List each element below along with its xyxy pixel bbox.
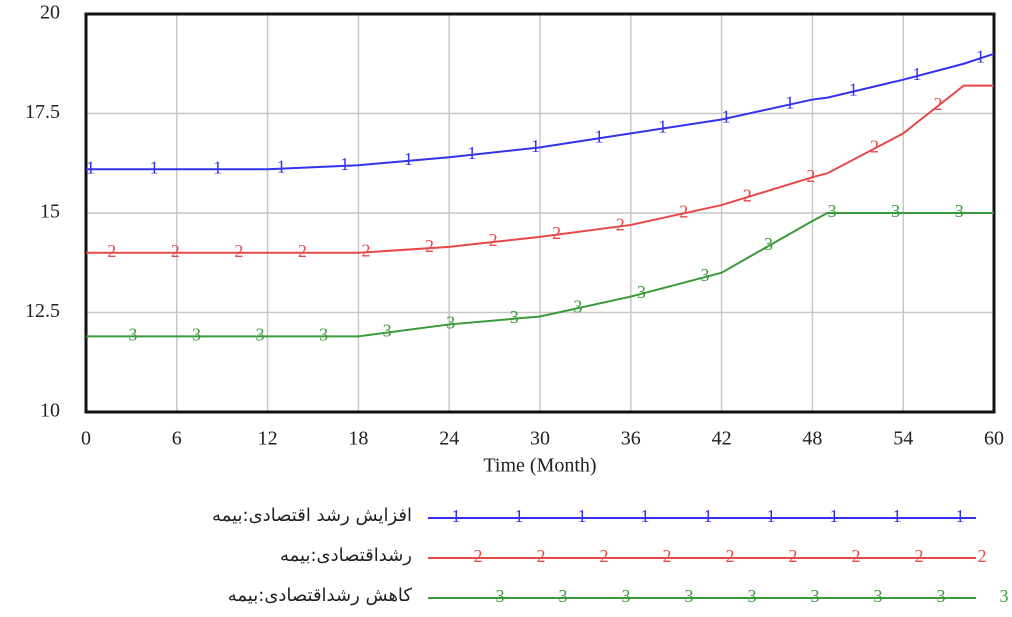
series-marker: 2 <box>489 230 498 250</box>
series-marker: 1 <box>277 157 286 177</box>
legend-marker: 1 <box>641 506 650 526</box>
x-axis-label: Time (Month) <box>483 455 596 477</box>
series-marker: 3 <box>764 234 773 254</box>
legend-marker: 1 <box>704 506 713 526</box>
x-tick-label: 60 <box>984 428 1004 450</box>
series-marker: 2 <box>870 137 879 157</box>
x-tick-label: 42 <box>712 428 732 450</box>
series-marker: 2 <box>298 241 307 261</box>
series-marker: 3 <box>383 321 392 341</box>
legend-marker: 3 <box>559 586 568 606</box>
y-tick-label: 15 <box>40 201 60 223</box>
x-tick-label: 30 <box>530 428 550 450</box>
series-marker: 3 <box>256 325 265 345</box>
legend-marker: 3 <box>496 586 505 606</box>
legend-marker: 3 <box>937 586 946 606</box>
legend-marker: 3 <box>811 586 820 606</box>
x-tick-label: 48 <box>802 428 822 450</box>
y-tick-label: 20 <box>40 2 60 24</box>
legend-marker: 1 <box>578 506 587 526</box>
legend-label: رشداقتصادی:بیمه <box>280 545 412 566</box>
series-marker: 2 <box>552 223 561 243</box>
series-marker: 3 <box>446 312 455 332</box>
legend-marker: 3 <box>748 586 757 606</box>
series-marker: 1 <box>150 157 159 177</box>
y-tick-label: 17.5 <box>25 101 60 123</box>
x-tick-label: 24 <box>439 428 459 450</box>
legend-marker: 2 <box>726 546 735 566</box>
legend-marker: 3 <box>622 586 631 606</box>
series-marker: 1 <box>595 126 604 146</box>
legend-marker: 1 <box>956 506 965 526</box>
series-marker: 3 <box>192 325 201 345</box>
legend-marker: 1 <box>452 506 461 526</box>
legend-marker: 3 <box>685 586 694 606</box>
series-marker: 3 <box>891 201 900 221</box>
legend-marker: 2 <box>915 546 924 566</box>
legend-marker: 2 <box>978 546 987 566</box>
series-marker: 2 <box>934 94 943 114</box>
series-marker: 3 <box>955 201 964 221</box>
series-marker: 3 <box>700 265 709 285</box>
legend-marker: 1 <box>515 506 524 526</box>
legend-marker: 2 <box>600 546 609 566</box>
series-marker: 2 <box>806 166 815 186</box>
series-marker: 1 <box>658 117 667 137</box>
series-marker: 1 <box>213 157 222 177</box>
y-tick-label: 10 <box>40 400 60 422</box>
series-marker: 3 <box>319 325 328 345</box>
x-tick-label: 6 <box>172 428 182 450</box>
series-marker: 3 <box>828 201 837 221</box>
series-marker: 1 <box>912 64 921 84</box>
legend-label: کاهش رشداقتصادی:بیمه <box>228 585 413 606</box>
series-marker: 1 <box>531 136 540 156</box>
series-marker: 2 <box>361 240 370 260</box>
series-marker: 2 <box>616 214 625 234</box>
series-marker: 2 <box>743 185 752 205</box>
series-marker: 1 <box>722 107 731 127</box>
series-marker: 1 <box>340 154 349 174</box>
series-marker: 3 <box>510 307 519 327</box>
y-tick-label: 12.5 <box>25 300 60 322</box>
legend-marker: 2 <box>852 546 861 566</box>
series-marker: 1 <box>849 80 858 100</box>
series-marker: 3 <box>573 296 582 316</box>
legend-label: افزایش رشد اقتصادی:بیمه <box>212 505 412 526</box>
legend-marker: 1 <box>767 506 776 526</box>
series-line <box>86 84 994 254</box>
legend-marker: 1 <box>893 506 902 526</box>
x-tick-label: 12 <box>258 428 278 450</box>
x-tick-label: 0 <box>81 428 91 450</box>
legend-marker: 3 <box>1000 586 1009 606</box>
series-marker: 2 <box>171 241 180 261</box>
legend-marker: 2 <box>663 546 672 566</box>
legend-marker: 3 <box>874 586 883 606</box>
legend-marker: 2 <box>789 546 798 566</box>
series-marker: 3 <box>637 282 646 302</box>
series-marker: 1 <box>785 93 794 113</box>
legend-marker: 1 <box>830 506 839 526</box>
x-tick-label: 18 <box>348 428 368 450</box>
legend-marker: 2 <box>537 546 546 566</box>
series-marker: 1 <box>467 143 476 163</box>
x-tick-label: 54 <box>893 428 913 450</box>
series-marker: 1 <box>404 149 413 169</box>
series-marker: 1 <box>86 157 95 177</box>
series-marker: 1 <box>976 46 985 66</box>
series-marker: 3 <box>128 325 137 345</box>
legend-marker: 2 <box>474 546 483 566</box>
series-line <box>86 52 995 171</box>
series-marker: 2 <box>107 241 116 261</box>
series-marker: 2 <box>425 236 434 256</box>
x-tick-label: 36 <box>621 428 641 450</box>
series-line <box>86 212 994 338</box>
series-marker: 2 <box>234 241 243 261</box>
series-marker: 2 <box>679 201 688 221</box>
